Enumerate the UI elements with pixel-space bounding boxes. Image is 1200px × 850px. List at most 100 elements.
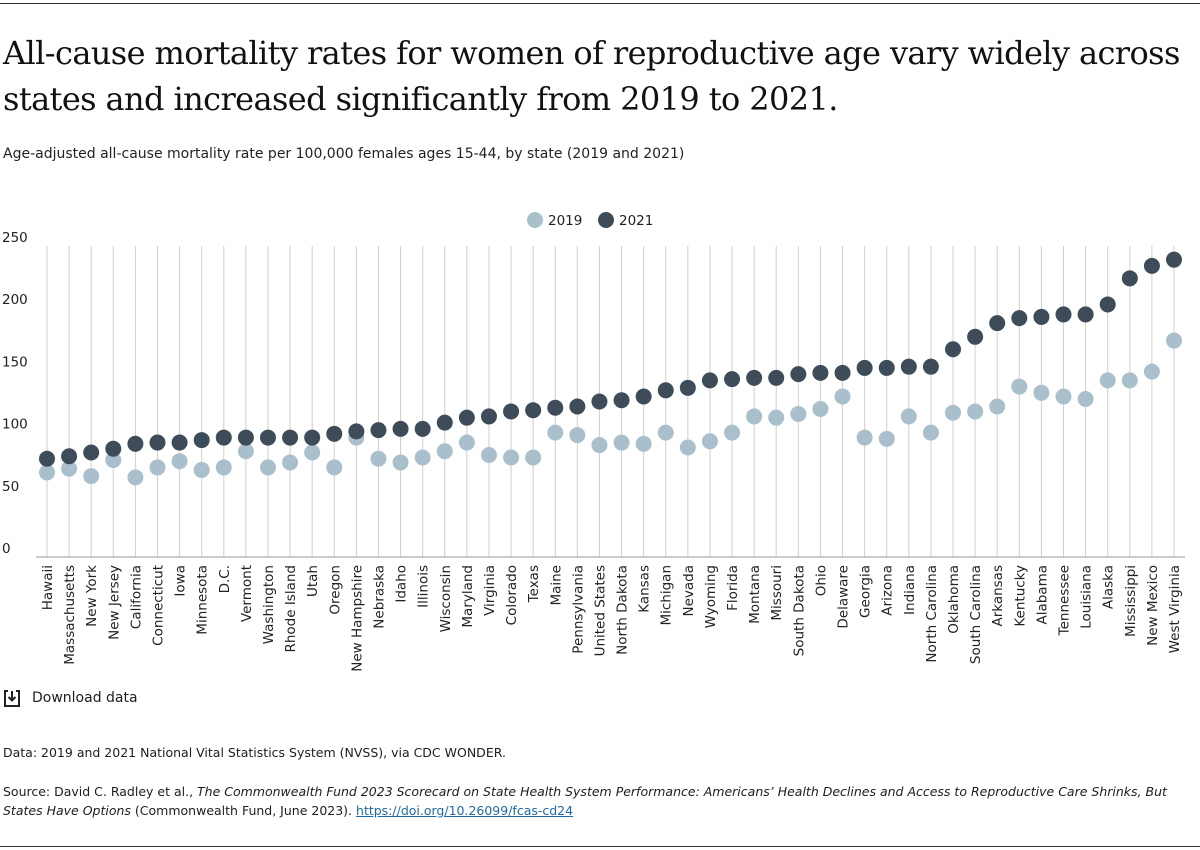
x-tick-label: Utah (305, 565, 321, 597)
chart: 2019 2021 0 50 100 150 200 250 Hawaii Massachuset… (2, 212, 1185, 672)
x-tick-label: Alabama (1034, 565, 1050, 625)
x-tick-label: South Carolina (968, 565, 984, 664)
dot (1121, 372, 1138, 389)
dot (171, 434, 188, 451)
legend-label: 2019 (548, 213, 582, 229)
dot (657, 424, 674, 441)
dot (149, 434, 166, 451)
dot (436, 414, 453, 431)
x-tick-label: Pennsylvania (570, 565, 586, 654)
dot (569, 427, 586, 444)
x-tick-label: Kansas (637, 565, 653, 613)
dot (282, 454, 299, 471)
dot (724, 424, 741, 441)
dot (613, 392, 630, 409)
dot (834, 388, 851, 405)
x-tick-label: California (128, 565, 144, 629)
dot (591, 437, 608, 454)
y-tick-label: 50 (2, 479, 19, 495)
x-tick-label: Washington (261, 565, 277, 644)
x-tick-label: Virginia (482, 565, 498, 616)
dot (657, 382, 674, 399)
dot (967, 403, 984, 420)
dot (679, 379, 696, 396)
dot (790, 405, 807, 422)
dot (392, 454, 409, 471)
dot (1166, 332, 1182, 349)
x-tick-label: New York (84, 565, 100, 627)
chart-subtitle: Age-adjusted all-cause mortality rate pe… (3, 146, 685, 162)
dot (856, 359, 873, 376)
dot (215, 459, 232, 476)
x-tick-label: Oklahoma (946, 565, 962, 634)
x-tick-label: North Carolina (924, 565, 940, 663)
dot (613, 434, 630, 451)
dot (237, 429, 254, 446)
dot (39, 464, 55, 481)
dot (503, 449, 520, 466)
dot (61, 460, 78, 477)
source-note: Source: David C. Radley et al., The Comm… (3, 782, 1183, 820)
x-tick-label: United States (592, 565, 608, 656)
dot (171, 453, 188, 470)
download-icon (4, 690, 20, 707)
dot (458, 409, 475, 426)
dot (635, 388, 652, 405)
dot (61, 448, 78, 465)
dot (1143, 257, 1160, 274)
x-tick-label: Oregon (327, 565, 343, 615)
dot (945, 404, 962, 421)
source-prefix: Source: David C. Radley et al., (3, 784, 194, 799)
x-tick-label: Nebraska (371, 565, 387, 629)
dot (834, 364, 851, 381)
dot (326, 459, 343, 476)
legend-marker (598, 212, 614, 228)
dot (922, 358, 939, 375)
dot (237, 443, 254, 460)
x-tick-label: New Jersey (106, 565, 122, 640)
dot (215, 429, 232, 446)
dot (768, 409, 785, 426)
x-tick-label: Missouri (769, 565, 785, 621)
dot (591, 393, 608, 410)
dot (105, 440, 122, 457)
y-tick-label: 150 (2, 354, 28, 370)
dot (83, 468, 100, 485)
dot (1099, 296, 1116, 313)
download-button[interactable]: Download data (2, 688, 138, 708)
x-tick-label: North Dakota (615, 565, 631, 655)
dot (635, 435, 652, 452)
dot (878, 359, 895, 376)
x-tick-label: New Hampshire (349, 565, 365, 672)
x-tick-label: Illinois (416, 565, 432, 608)
x-tick-label: Massachusetts (62, 565, 78, 665)
dot (414, 420, 431, 437)
dot (1077, 306, 1094, 323)
x-tick-label: D.C. (217, 565, 233, 593)
source-link[interactable]: https://doi.org/10.26099/fcas-cd24 (356, 803, 574, 818)
x-tick-label: Iowa (173, 565, 189, 597)
y-tick-label: 200 (2, 292, 28, 308)
x-tick-label: Delaware (836, 565, 852, 629)
x-tick-label: Colorado (504, 565, 520, 625)
x-tick-label: Idaho (394, 565, 410, 603)
x-tick-label: Maryland (460, 565, 476, 628)
top-rule (0, 3, 1200, 4)
dot (414, 449, 431, 466)
dot (967, 328, 984, 345)
dot (1166, 251, 1182, 268)
dot (569, 398, 586, 415)
y-tick-label: 100 (2, 417, 28, 433)
source-suffix: (Commonwealth Fund, June 2023). (134, 803, 353, 818)
dot (370, 422, 387, 439)
download-label[interactable]: Download data (32, 690, 138, 706)
x-tick-label: Arkansas (990, 565, 1006, 627)
dot (724, 371, 741, 388)
dot (1033, 384, 1050, 401)
dot (1011, 310, 1028, 327)
dot (370, 450, 387, 467)
dot (304, 444, 321, 461)
dot (127, 469, 144, 486)
dot (1121, 270, 1138, 287)
